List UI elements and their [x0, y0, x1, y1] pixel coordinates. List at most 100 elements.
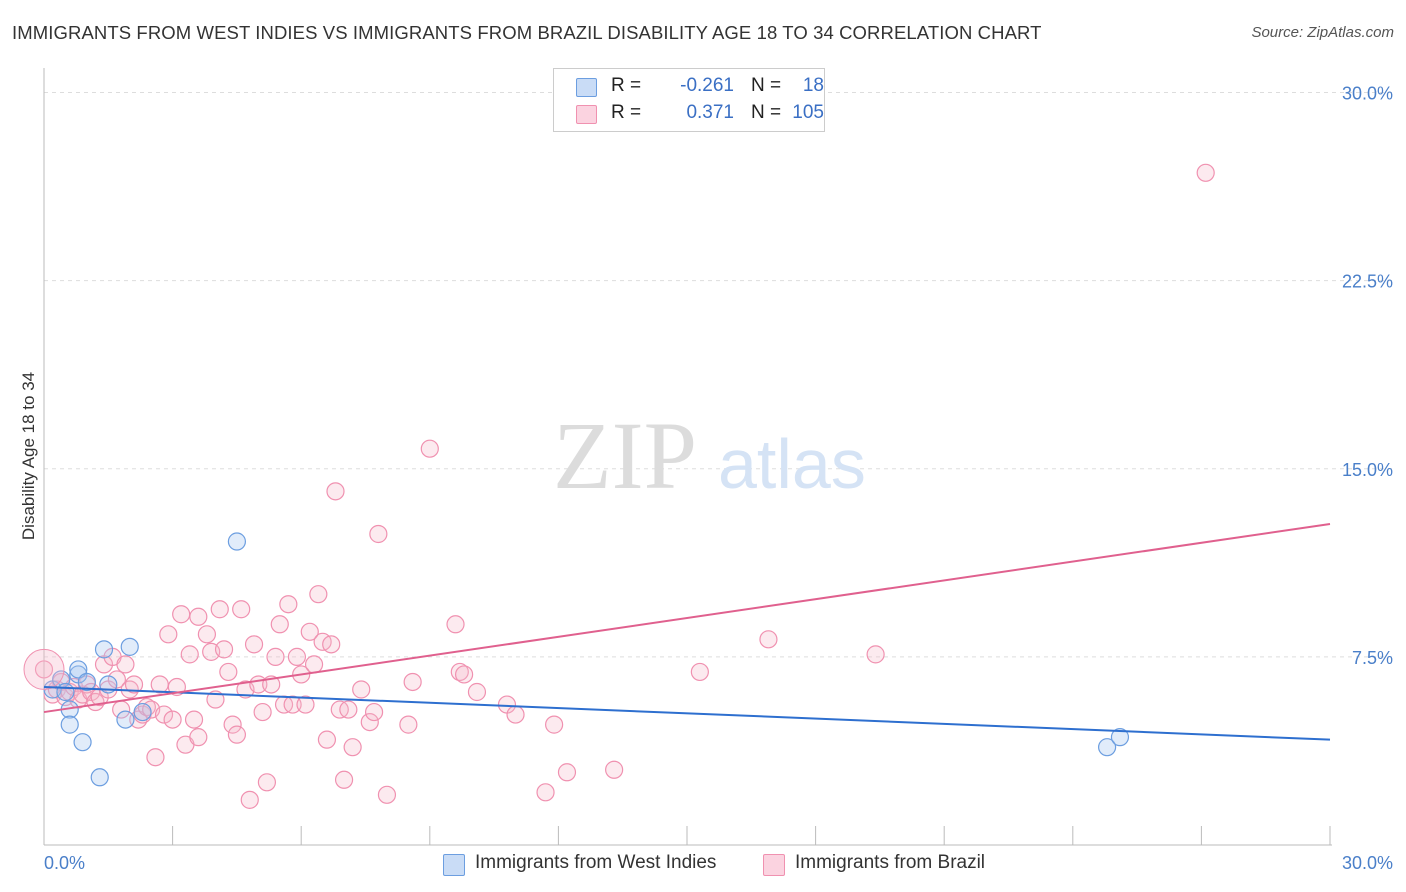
brazil-point — [360, 712, 379, 732]
brazil-point — [214, 640, 234, 659]
brazil-point — [107, 670, 126, 689]
y-tick-labels: 7.5% 15.0% 22.5% 30.0% — [1342, 84, 1393, 668]
legend-label: Immigrants from West Indies — [475, 852, 717, 873]
brazil-point — [352, 680, 371, 699]
data-points — [23, 163, 1215, 809]
brazil-point — [279, 595, 298, 614]
brazil-point — [557, 763, 577, 782]
watermark: ZIP atlas — [553, 402, 866, 509]
r-value: -0.261 — [680, 75, 734, 96]
brazil-point — [317, 730, 337, 749]
brazil-point — [866, 645, 885, 664]
west-indies-point — [77, 672, 96, 692]
west-indies-point — [1097, 738, 1117, 757]
brazil-point — [420, 439, 439, 458]
brazil-point — [690, 662, 709, 682]
brazil-legend-swatch — [763, 854, 785, 876]
brazil-point — [296, 695, 315, 714]
brazil-point — [287, 647, 307, 666]
x-ticks — [43, 826, 1331, 845]
brazil-point — [304, 655, 324, 674]
brazil-swatch — [576, 105, 597, 124]
brazil-point — [154, 705, 174, 724]
brazil-point — [124, 675, 144, 694]
brazil-point — [189, 728, 208, 747]
brazil-point — [219, 662, 238, 682]
x-tick-label: 0.0% — [44, 853, 85, 873]
west-indies-point — [90, 768, 109, 787]
y-tick-label: 7.5% — [1352, 648, 1393, 668]
brazil-point — [240, 790, 259, 809]
brazil-point — [116, 655, 135, 674]
axes — [43, 68, 1332, 846]
brazil-point — [300, 622, 319, 641]
brazil-point — [163, 710, 182, 729]
n-label: N = — [751, 102, 782, 123]
x-tick-label: 30.0% — [1342, 853, 1393, 873]
watermark-zip: ZIP — [553, 402, 697, 509]
brazil-point — [403, 672, 422, 692]
west-indies-point — [116, 710, 135, 729]
west-indies-point — [94, 640, 114, 659]
grid-lines — [44, 92, 1393, 658]
brazil-point — [227, 725, 246, 744]
west-indies-point — [56, 682, 75, 702]
west-indies-point — [133, 702, 152, 722]
brazil-point — [210, 600, 229, 619]
brazil-point — [446, 615, 465, 634]
brazil-point — [399, 715, 418, 734]
brazil-point — [536, 783, 555, 802]
y-axis-label: Disability Age 18 to 34 — [19, 372, 38, 540]
brazil-point — [545, 715, 564, 734]
west-indies-swatch — [576, 78, 597, 97]
legend-label: Immigrants from Brazil — [795, 852, 986, 873]
x-tick-labels: 0.0% 30.0% — [44, 853, 1393, 873]
brazil-point — [34, 660, 54, 679]
brazil-point — [150, 675, 169, 694]
brazil-trend-line — [43, 522, 1331, 714]
brazil-point — [369, 524, 388, 544]
brazil-point — [253, 702, 272, 722]
west-indies-point — [60, 715, 79, 734]
brazil-point — [159, 625, 178, 644]
brazil-point — [322, 635, 341, 654]
brazil-point-large — [23, 648, 65, 690]
brazil-point — [266, 647, 285, 666]
west-indies-point — [69, 660, 88, 679]
brazil-point — [326, 482, 345, 501]
brazil-point — [759, 630, 778, 649]
west-indies-trend-line — [43, 685, 1331, 741]
y-tick-label: 30.0% — [1342, 84, 1393, 104]
brazil-point — [309, 585, 328, 604]
r-label: R = — [611, 102, 642, 123]
n-label: N = — [751, 75, 782, 96]
brazil-point — [334, 770, 354, 789]
brazil-point — [377, 785, 397, 804]
brazil-point — [189, 607, 208, 626]
chart-title: IMMIGRANTS FROM WEST INDIES VS IMMIGRANT… — [12, 22, 1042, 43]
watermark-atlas: atlas — [718, 425, 866, 503]
brazil-point — [605, 760, 624, 779]
brazil-point — [339, 700, 358, 719]
brazil-point — [184, 710, 204, 729]
brazil-point — [244, 635, 264, 654]
brazil-point — [1196, 163, 1215, 182]
brazil-point — [257, 773, 277, 792]
west-indies-point — [227, 532, 246, 551]
source-credit: Source: ZipAtlas.com — [1251, 24, 1394, 41]
brazil-point — [467, 682, 487, 702]
y-tick-label: 15.0% — [1342, 460, 1393, 480]
brazil-point — [270, 615, 289, 634]
west-indies-point — [1110, 728, 1130, 747]
brazil-point — [506, 705, 525, 724]
west-indies-legend-swatch — [443, 854, 465, 876]
brazil-point — [197, 625, 216, 644]
r-label: R = — [611, 75, 642, 96]
brazil-point — [223, 715, 242, 734]
brazil-point — [206, 690, 225, 709]
brazil-point — [172, 605, 191, 624]
west-indies-point — [120, 637, 139, 656]
brazil-point — [283, 695, 302, 714]
brazil-point — [180, 645, 199, 664]
